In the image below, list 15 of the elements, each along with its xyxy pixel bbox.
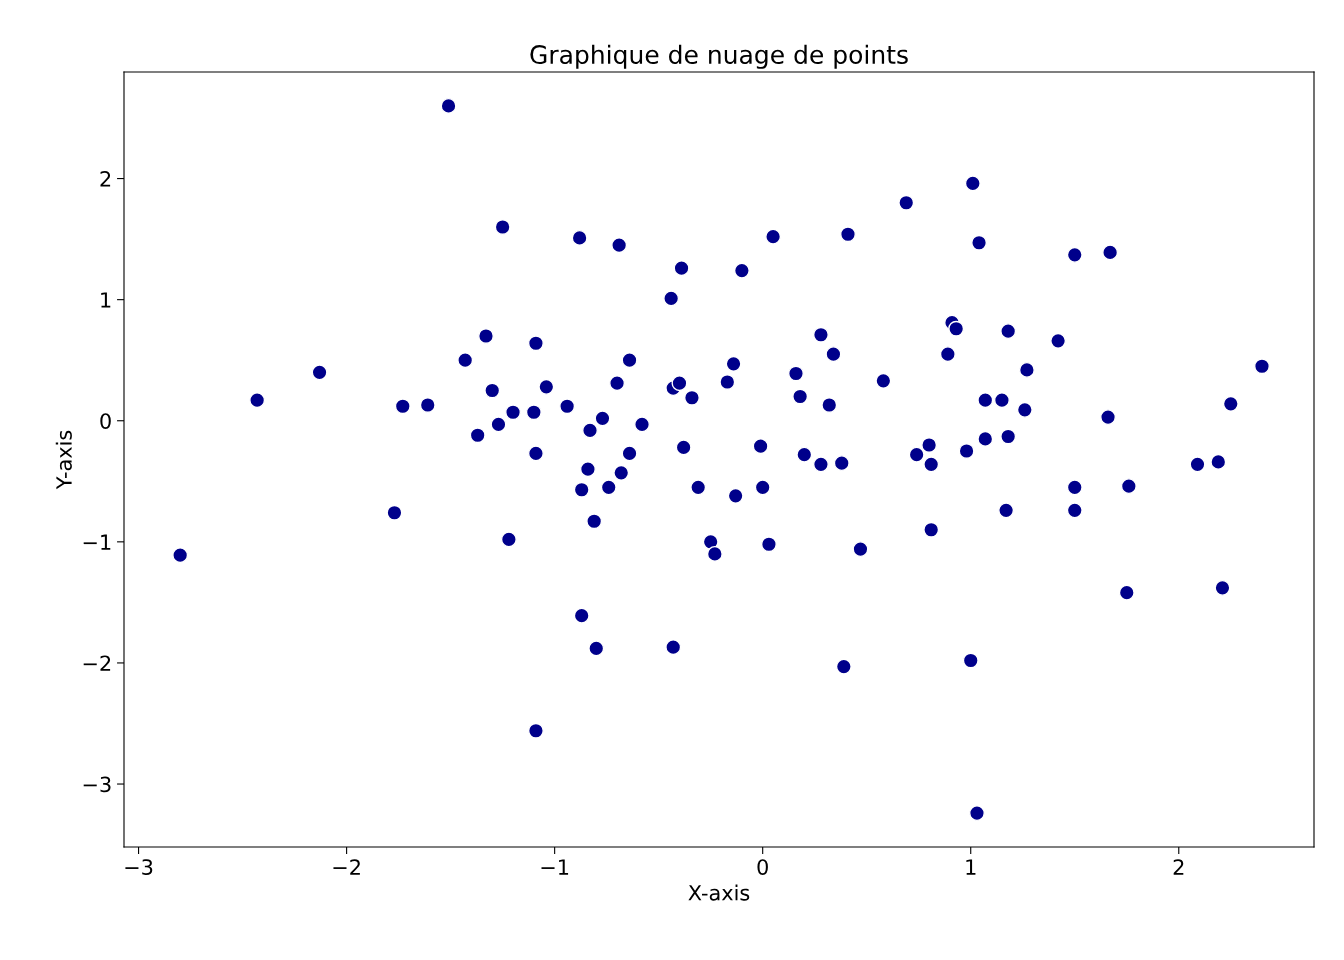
x-tick-label: −3	[125, 859, 153, 875]
y-axis-title: Y-axis	[55, 430, 72, 490]
x-tick-label: −1	[541, 859, 569, 875]
y-tick-label: 1	[101, 292, 111, 308]
x-tick-label: −2	[333, 859, 360, 875]
y-tick-label: −2	[83, 655, 111, 671]
y-tick-label: 0	[100, 413, 111, 429]
x-tick-label: 0	[757, 859, 768, 875]
x-tick-label: 2	[1173, 859, 1184, 875]
y-tick-label: −1	[83, 534, 111, 550]
chart-title: Graphique de nuage de points	[530, 44, 908, 69]
y-tick-label: 2	[100, 171, 111, 187]
x-axis-title: X-axis	[688, 884, 750, 901]
y-tick-label: −3	[83, 776, 111, 793]
x-tick-label: 1	[966, 859, 976, 875]
